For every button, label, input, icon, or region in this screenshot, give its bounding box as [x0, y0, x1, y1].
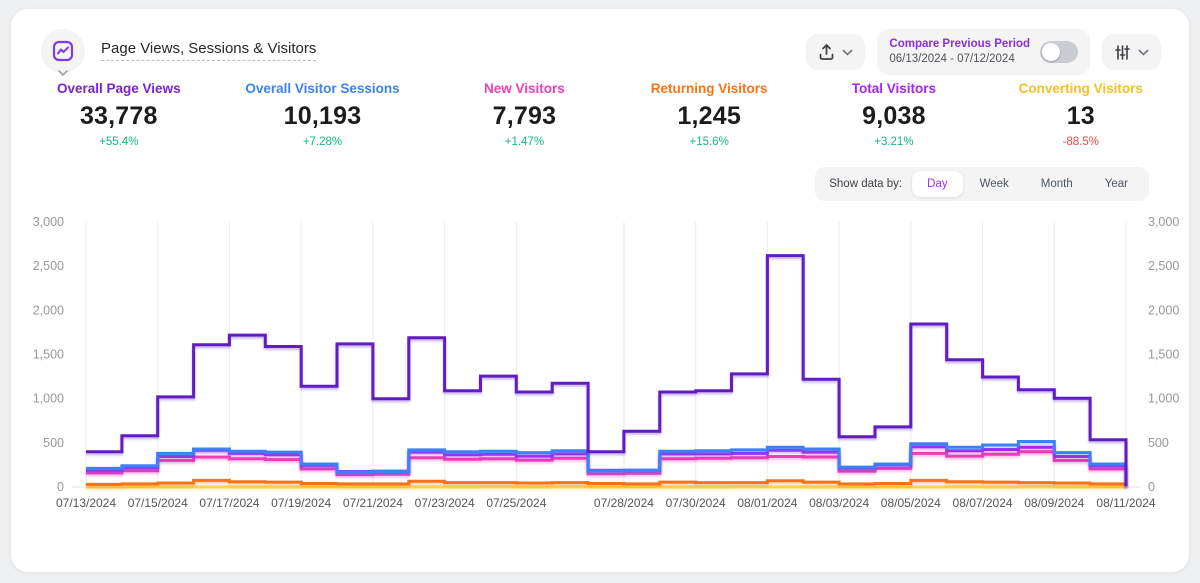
metrics-row: Overall Page Views 33,778 +55.4% Overall Vi…	[57, 81, 1143, 148]
analytics-card: Page Views, Sessions & Visitors Compare …	[10, 8, 1190, 573]
trend-chart-svg: 3,000 3,000 2,500 2,500 2,000 2,000 1,500 1,500…	[33, 215, 1180, 510]
series-line-page_views	[86, 254, 1128, 486]
metric-label: Overall Page Views	[57, 81, 181, 96]
header: Page Views, Sessions & Visitors Compare …	[41, 27, 1161, 77]
show-data-by-label: Show data by:	[829, 178, 903, 190]
y-tick-right: 2,500	[1148, 259, 1179, 273]
toggle-knob	[1042, 43, 1060, 61]
x-tick-label: 07/28/2024	[594, 496, 654, 510]
export-button[interactable]	[806, 34, 866, 70]
x-tick-label: 08/09/2024	[1024, 496, 1084, 510]
metric-value: 33,778	[79, 102, 158, 130]
tab-day[interactable]: Day	[912, 171, 963, 197]
tab-month[interactable]: Month	[1040, 178, 1073, 190]
header-controls: Compare Previous Period 06/13/2024 - 07/…	[806, 27, 1161, 77]
metric-label: Returning Visitors	[650, 81, 768, 96]
metric-returning-visitors[interactable]: Returning Visitors 1,245 +15.6%	[649, 81, 769, 148]
metric-label: New Visitors	[484, 81, 565, 96]
compare-texts: Compare Previous Period 06/13/2024 - 07/…	[889, 37, 1030, 67]
y-tick-left: 1,000	[33, 392, 64, 406]
trend-chart: 3,000 3,000 2,500 2,500 2,000 2,000 1,500 1,500…	[11, 205, 1200, 520]
trend-chart-icon	[52, 40, 74, 62]
metric-value: 1,245	[677, 102, 741, 130]
y-tick-left: 2,500	[33, 259, 64, 273]
metric-change: +7.28%	[302, 136, 343, 148]
x-tick-label: 07/15/2024	[128, 496, 188, 510]
y-tick-right: 0	[1148, 480, 1155, 494]
compare-toggle[interactable]	[1040, 41, 1078, 63]
x-tick-label: 08/11/2024	[1096, 496, 1155, 510]
widget-icon-wrap[interactable]	[41, 29, 85, 77]
metric-value: 7,793	[492, 102, 557, 130]
series-line-new_visitors	[86, 450, 1128, 486]
x-tick-label: 07/30/2024	[666, 496, 726, 510]
compare-previous-period: Compare Previous Period 06/13/2024 - 07/…	[877, 29, 1090, 75]
y-tick-right: 3,000	[1148, 215, 1179, 229]
y-tick-right: 2,000	[1148, 303, 1179, 317]
page-title: Page Views, Sessions & Visitors	[101, 40, 317, 61]
sliders-icon	[1115, 44, 1130, 60]
y-tick-right: 1,500	[1148, 348, 1179, 362]
chevron-down-icon	[58, 70, 68, 77]
x-tick-label: 07/17/2024	[199, 496, 259, 510]
metric-label: Converting Visitors	[1018, 81, 1143, 96]
compare-label: Compare Previous Period	[889, 38, 1030, 50]
y-tick-right: 500	[1148, 436, 1169, 450]
metric-change: +1.47%	[504, 136, 545, 148]
y-tick-left: 0	[57, 480, 64, 494]
y-tick-right: 1,000	[1148, 392, 1179, 406]
metric-value: 13	[1066, 102, 1095, 130]
x-tick-label: 08/03/2024	[809, 496, 869, 510]
metric-overall-page-views[interactable]: Overall Page Views 33,778 +55.4%	[57, 81, 181, 148]
x-tick-label: 07/21/2024	[343, 496, 403, 510]
chevron-down-icon	[843, 49, 853, 56]
metric-overall-visitor-sessions[interactable]: Overall Visitor Sessions 10,193 +7.28%	[245, 81, 399, 148]
x-tick-label: 08/07/2024	[953, 496, 1013, 510]
export-icon	[820, 44, 834, 60]
series-line-converting_visitors	[86, 485, 1128, 489]
y-tick-left: 2,000	[33, 303, 64, 317]
chevron-down-icon	[1138, 49, 1149, 56]
show-data-by-bar: Show data by: Day Week Month Year	[815, 167, 1149, 201]
metric-change: +3.21%	[874, 136, 914, 148]
y-tick-left: 1,500	[33, 348, 64, 362]
tab-week[interactable]: Week	[979, 178, 1009, 190]
metric-change: +15.6%	[689, 136, 729, 148]
metric-value: 9,038	[862, 102, 926, 130]
metric-converting-visitors[interactable]: Converting Visitors 13 -88.5%	[1019, 81, 1143, 148]
metric-label: Overall Visitor Sessions	[245, 81, 400, 96]
metric-change: +55.4%	[99, 136, 139, 148]
y-tick-left: 500	[43, 436, 64, 450]
metric-change: -88.5%	[1062, 136, 1100, 148]
x-tick-label: 07/23/2024	[415, 496, 475, 510]
metric-label: Total Visitors	[851, 81, 937, 96]
metric-total-visitors[interactable]: Total Visitors 9,038 +3.21%	[834, 81, 954, 148]
y-tick-left: 3,000	[33, 215, 64, 229]
compare-date-range: 06/13/2024 - 07/12/2024	[889, 53, 1015, 65]
x-tick-label: 08/05/2024	[881, 496, 941, 510]
show-data-by-tabs: Day Week Month Year	[912, 171, 1143, 197]
metric-new-visitors[interactable]: New Visitors 7,793 +1.47%	[464, 81, 584, 148]
x-tick-label: 07/13/2024	[56, 496, 116, 510]
x-tick-label: 07/25/2024	[486, 496, 546, 510]
chart-settings-button[interactable]	[1102, 34, 1161, 70]
metric-value: 10,193	[283, 102, 362, 130]
x-tick-label: 07/19/2024	[271, 496, 331, 510]
series-line-returning_visitors	[86, 478, 1128, 486]
series-line-visitor_sessions	[86, 440, 1128, 486]
x-tick-label: 08/01/2024	[737, 496, 797, 510]
tab-year[interactable]: Year	[1104, 178, 1128, 190]
